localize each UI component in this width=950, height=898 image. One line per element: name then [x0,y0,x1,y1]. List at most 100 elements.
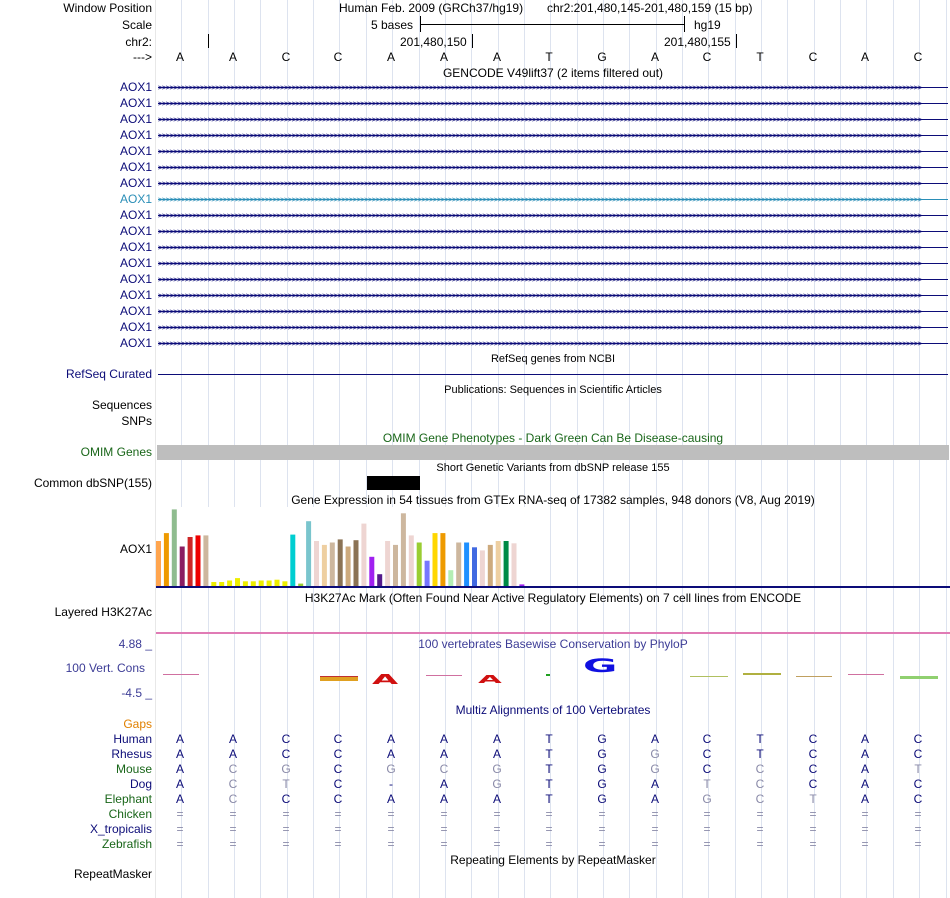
gencode-item-label[interactable]: AOX1 [119,208,152,222]
gtex-tissue-bar[interactable] [211,582,217,586]
gtex-tissue-bar[interactable] [495,541,501,586]
gencode-item-label[interactable]: AOX1 [119,176,152,190]
gtex-track-title[interactable]: Gene Expression in 54 tissues from GTEx … [291,493,815,507]
gtex-tissue-bar[interactable] [393,544,398,586]
gtex-tissue-bar[interactable] [464,542,470,587]
multiz-species-label[interactable]: Dog [129,777,152,791]
conservation-logo[interactable]: A A G [158,652,950,700]
gtex-tissue-bar[interactable] [156,541,161,586]
gencode-item-label[interactable]: AOX1 [119,240,152,254]
dbsnp-variant[interactable] [367,476,420,490]
repeatmasker-label[interactable]: RepeatMasker [73,867,152,881]
conservation-track-title[interactable]: 100 vertebrates Basewise Conservation by… [418,637,688,651]
gtex-tissue-bar[interactable] [345,546,351,587]
gtex-tissue-bar[interactable] [385,541,391,586]
gtex-tissue-bar[interactable] [203,535,209,586]
gencode-item-label[interactable]: AOX1 [119,224,152,238]
multiz-species-label[interactable]: X_tropicalis [89,822,152,836]
gtex-tissue-bar[interactable] [306,521,312,586]
gtex-tissue-bar[interactable] [448,570,454,586]
gtex-tissue-bar[interactable] [235,578,240,586]
gtex-tissue-bar[interactable] [242,581,248,586]
gtex-tissue-bar[interactable] [400,513,406,586]
gtex-tissue-bar[interactable] [432,533,438,586]
gtex-tissue-bar[interactable] [195,535,201,586]
gencode-transcript-line[interactable] [158,343,948,344]
gtex-tissue-bar[interactable] [361,523,367,586]
gencode-transcript-line[interactable] [158,327,948,328]
gencode-transcript-line[interactable] [158,183,948,184]
gencode-item-label[interactable]: AOX1 [119,96,152,110]
h3k27ac-track-title[interactable]: H3K27Ac Mark (Often Found Near Active Re… [304,591,802,605]
gtex-tissue-bar[interactable] [440,533,446,586]
gencode-item-label[interactable]: AOX1 [119,112,152,126]
gtex-tissue-bar[interactable] [266,580,272,587]
gencode-item-label[interactable]: AOX1 [119,80,152,94]
gencode-item-label[interactable]: AOX1 [119,192,152,206]
omim-track-title[interactable]: OMIM Gene Phenotypes - Dark Green Can Be… [382,431,724,445]
gencode-item-label[interactable]: AOX1 [119,160,152,174]
gtex-tissue-bar[interactable] [290,534,296,586]
gencode-item-label[interactable]: AOX1 [119,336,152,350]
multiz-gaps-label[interactable]: Gaps [123,717,152,731]
publications-label-snps[interactable]: SNPs [121,414,152,428]
refseq-label[interactable]: RefSeq Curated [65,367,152,381]
gencode-transcript-line[interactable] [158,103,948,104]
dbsnp-track-title[interactable]: Short Genetic Variants from dbSNP releas… [436,462,670,474]
multiz-species-label[interactable]: Elephant [104,792,152,806]
gtex-tissue-bar[interactable] [187,537,193,586]
gencode-transcript-line[interactable] [158,279,948,280]
gtex-tissue-bar[interactable] [163,533,169,586]
repeatmasker-track-title[interactable]: Repeating Elements by RepeatMasker [450,853,656,867]
gencode-transcript-line[interactable] [158,231,948,232]
gtex-tissue-bar[interactable] [369,556,375,586]
gtex-tissue-bar[interactable] [314,541,319,586]
gtex-tissue-bar[interactable] [171,509,177,586]
gencode-transcript-line[interactable] [158,167,948,168]
gtex-tissue-bar[interactable] [179,546,185,587]
gtex-tissue-bar[interactable] [219,582,225,586]
refseq-gene-line[interactable] [158,374,948,375]
gencode-transcript-line[interactable] [158,199,948,200]
gencode-item-label[interactable]: AOX1 [119,304,152,318]
gtex-tissue-bar[interactable] [274,579,280,586]
multiz-species-label[interactable]: Mouse [115,762,152,776]
gtex-tissue-bar[interactable] [511,543,517,586]
gencode-transcript-line[interactable] [158,215,948,216]
gtex-tissue-bar[interactable] [353,540,359,586]
gencode-transcript-line[interactable] [158,151,948,152]
gencode-item-label[interactable]: AOX1 [119,288,152,302]
gtex-tissue-bar[interactable] [337,539,343,586]
gtex-tissue-bar[interactable] [329,542,335,587]
gencode-transcript-line[interactable] [158,311,948,312]
gencode-transcript-line[interactable] [158,135,948,136]
multiz-track-title[interactable]: Multiz Alignments of 100 Vertebrates [455,703,651,717]
omim-label[interactable]: OMIM Genes [80,445,152,459]
gencode-item-label[interactable]: AOX1 [119,128,152,142]
refseq-track-title[interactable]: RefSeq genes from NCBI [490,353,616,365]
gencode-transcript-line[interactable] [158,295,948,296]
gtex-tissue-bar[interactable] [479,550,485,586]
multiz-species-label[interactable]: Human [113,732,152,746]
gtex-tissue-bar[interactable] [503,541,509,586]
gtex-tissue-bar[interactable] [321,544,327,586]
gencode-track-title[interactable]: GENCODE V49lift37 (2 items filtered out) [442,66,664,80]
gtex-tissue-bar[interactable] [227,580,233,587]
omim-gene-bar[interactable] [157,445,949,460]
gtex-tissue-bar[interactable] [298,583,304,586]
gtex-tissue-bar[interactable] [416,542,422,587]
gencode-transcript-line[interactable] [158,263,948,264]
multiz-species-label[interactable]: Chicken [108,807,152,821]
multiz-species-label[interactable]: Rhesus [111,747,152,761]
gencode-transcript-line[interactable] [158,119,948,120]
multiz-species-label[interactable]: Zebrafish [101,837,152,851]
publications-track-title[interactable]: Publications: Sequences in Scientific Ar… [444,384,662,396]
h3k27ac-label[interactable]: Layered H3K27Ac [54,605,152,619]
conservation-label[interactable]: 100 Vert. Cons [65,661,145,675]
gencode-transcript-line[interactable] [158,87,948,88]
gtex-tissue-bar[interactable] [519,584,525,586]
gtex-tissue-bar[interactable] [487,544,493,586]
gtex-tissue-bar[interactable] [377,574,383,586]
gtex-tissue-bar[interactable] [408,535,414,586]
gtex-tissue-bar[interactable] [472,547,477,586]
